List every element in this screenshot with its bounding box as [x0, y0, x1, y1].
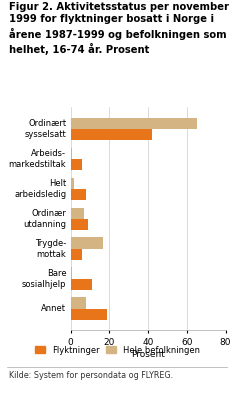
- Bar: [70, 267, 72, 279]
- Bar: [70, 129, 152, 140]
- Bar: [70, 178, 74, 189]
- Bar: [70, 159, 82, 170]
- Bar: [70, 279, 92, 290]
- X-axis label: Prosent: Prosent: [131, 350, 165, 359]
- Bar: [70, 207, 84, 219]
- Bar: [70, 297, 86, 309]
- Legend: Flyktninger, Hele befolkningen: Flyktninger, Hele befolkningen: [32, 342, 203, 358]
- Bar: [70, 117, 196, 129]
- Bar: [70, 249, 82, 260]
- Bar: [70, 189, 86, 200]
- Bar: [70, 309, 107, 320]
- Text: Kilde: System for persondata og FLYREG.: Kilde: System for persondata og FLYREG.: [9, 371, 173, 380]
- Bar: [70, 148, 72, 159]
- Text: Figur 2. Aktivitetsstatus per november
1999 for flyktninger bosatt i Norge i
åre: Figur 2. Aktivitetsstatus per november 1…: [9, 2, 229, 55]
- Bar: [70, 238, 103, 249]
- Bar: [70, 219, 88, 230]
